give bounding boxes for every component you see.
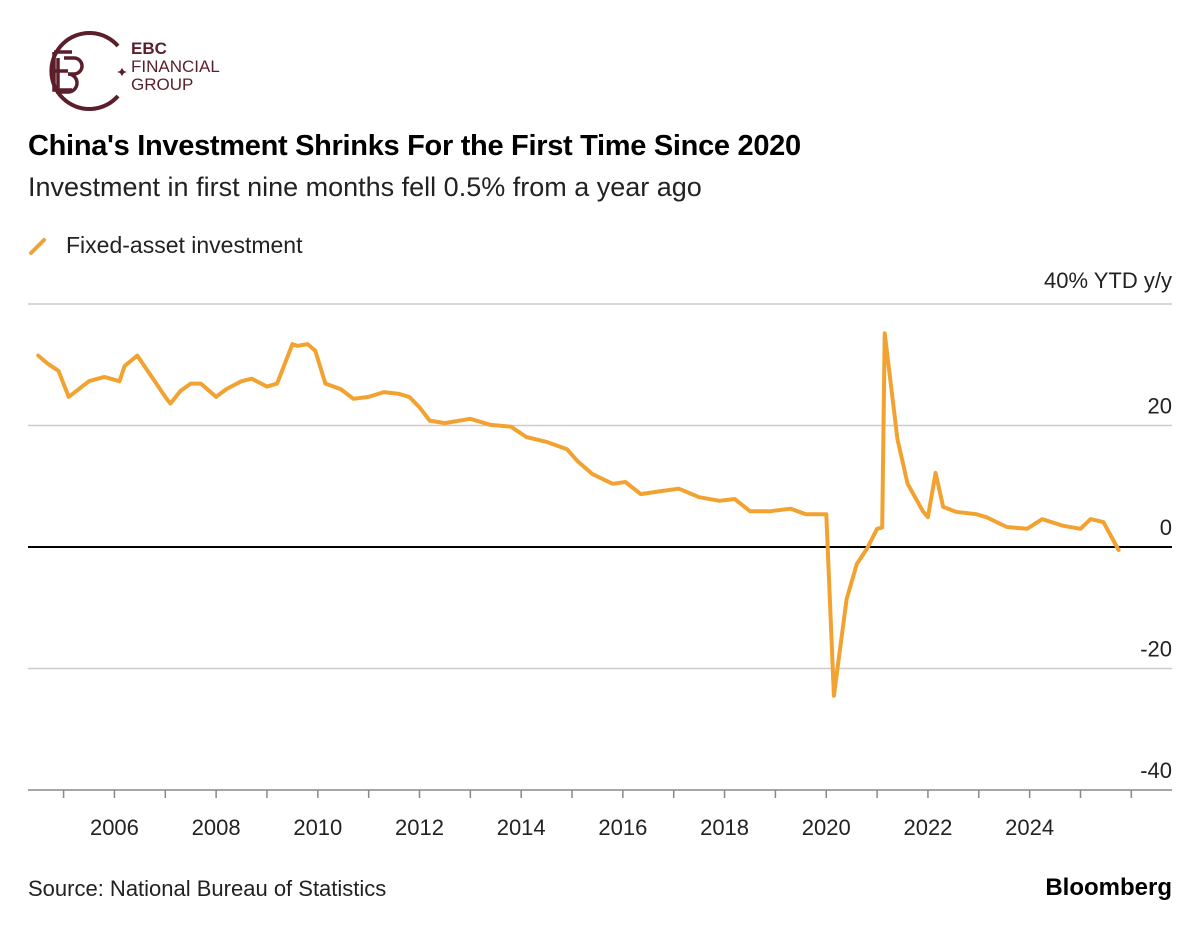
y-tick-label: -20 bbox=[1140, 637, 1172, 662]
ebc-logo bbox=[49, 31, 127, 111]
x-tick-label: 2012 bbox=[395, 815, 444, 840]
logo-line1: EBC bbox=[131, 39, 167, 58]
legend-swatch-icon bbox=[29, 237, 46, 255]
chart-subtitle: Investment in first nine months fell 0.5… bbox=[28, 172, 702, 202]
source-note: Source: National Bureau of Statistics bbox=[28, 876, 387, 901]
logo-line2: FINANCIAL bbox=[131, 57, 220, 76]
y-tick-label: 0 bbox=[1160, 515, 1172, 540]
legend: Fixed-asset investment bbox=[28, 232, 302, 259]
y-tick-label: 20 bbox=[1148, 394, 1172, 419]
x-tick-label: 2020 bbox=[802, 815, 851, 840]
logo-line3: GROUP bbox=[131, 75, 194, 94]
x-tick-label: 2010 bbox=[293, 815, 342, 840]
x-tick-label: 2022 bbox=[903, 815, 952, 840]
x-tick-label: 2018 bbox=[700, 815, 749, 840]
x-tick-label: 2016 bbox=[598, 815, 647, 840]
x-tick-label: 2024 bbox=[1005, 815, 1054, 840]
y-unit-label: 40% YTD y/y bbox=[1044, 268, 1172, 293]
chart-title: China's Investment Shrinks For the First… bbox=[28, 130, 801, 162]
logo-text: EBC FINANCIAL GROUP bbox=[131, 40, 220, 94]
fixed-asset-investment-line bbox=[36, 331, 1121, 698]
bloomberg-brand: Bloomberg bbox=[1045, 874, 1172, 901]
legend-label: Fixed-asset investment bbox=[66, 232, 303, 258]
y-tick-label: -40 bbox=[1140, 758, 1172, 783]
x-tick-label: 2008 bbox=[192, 815, 241, 840]
x-tick-label: 2014 bbox=[497, 815, 546, 840]
x-tick-label: 2006 bbox=[90, 815, 139, 840]
